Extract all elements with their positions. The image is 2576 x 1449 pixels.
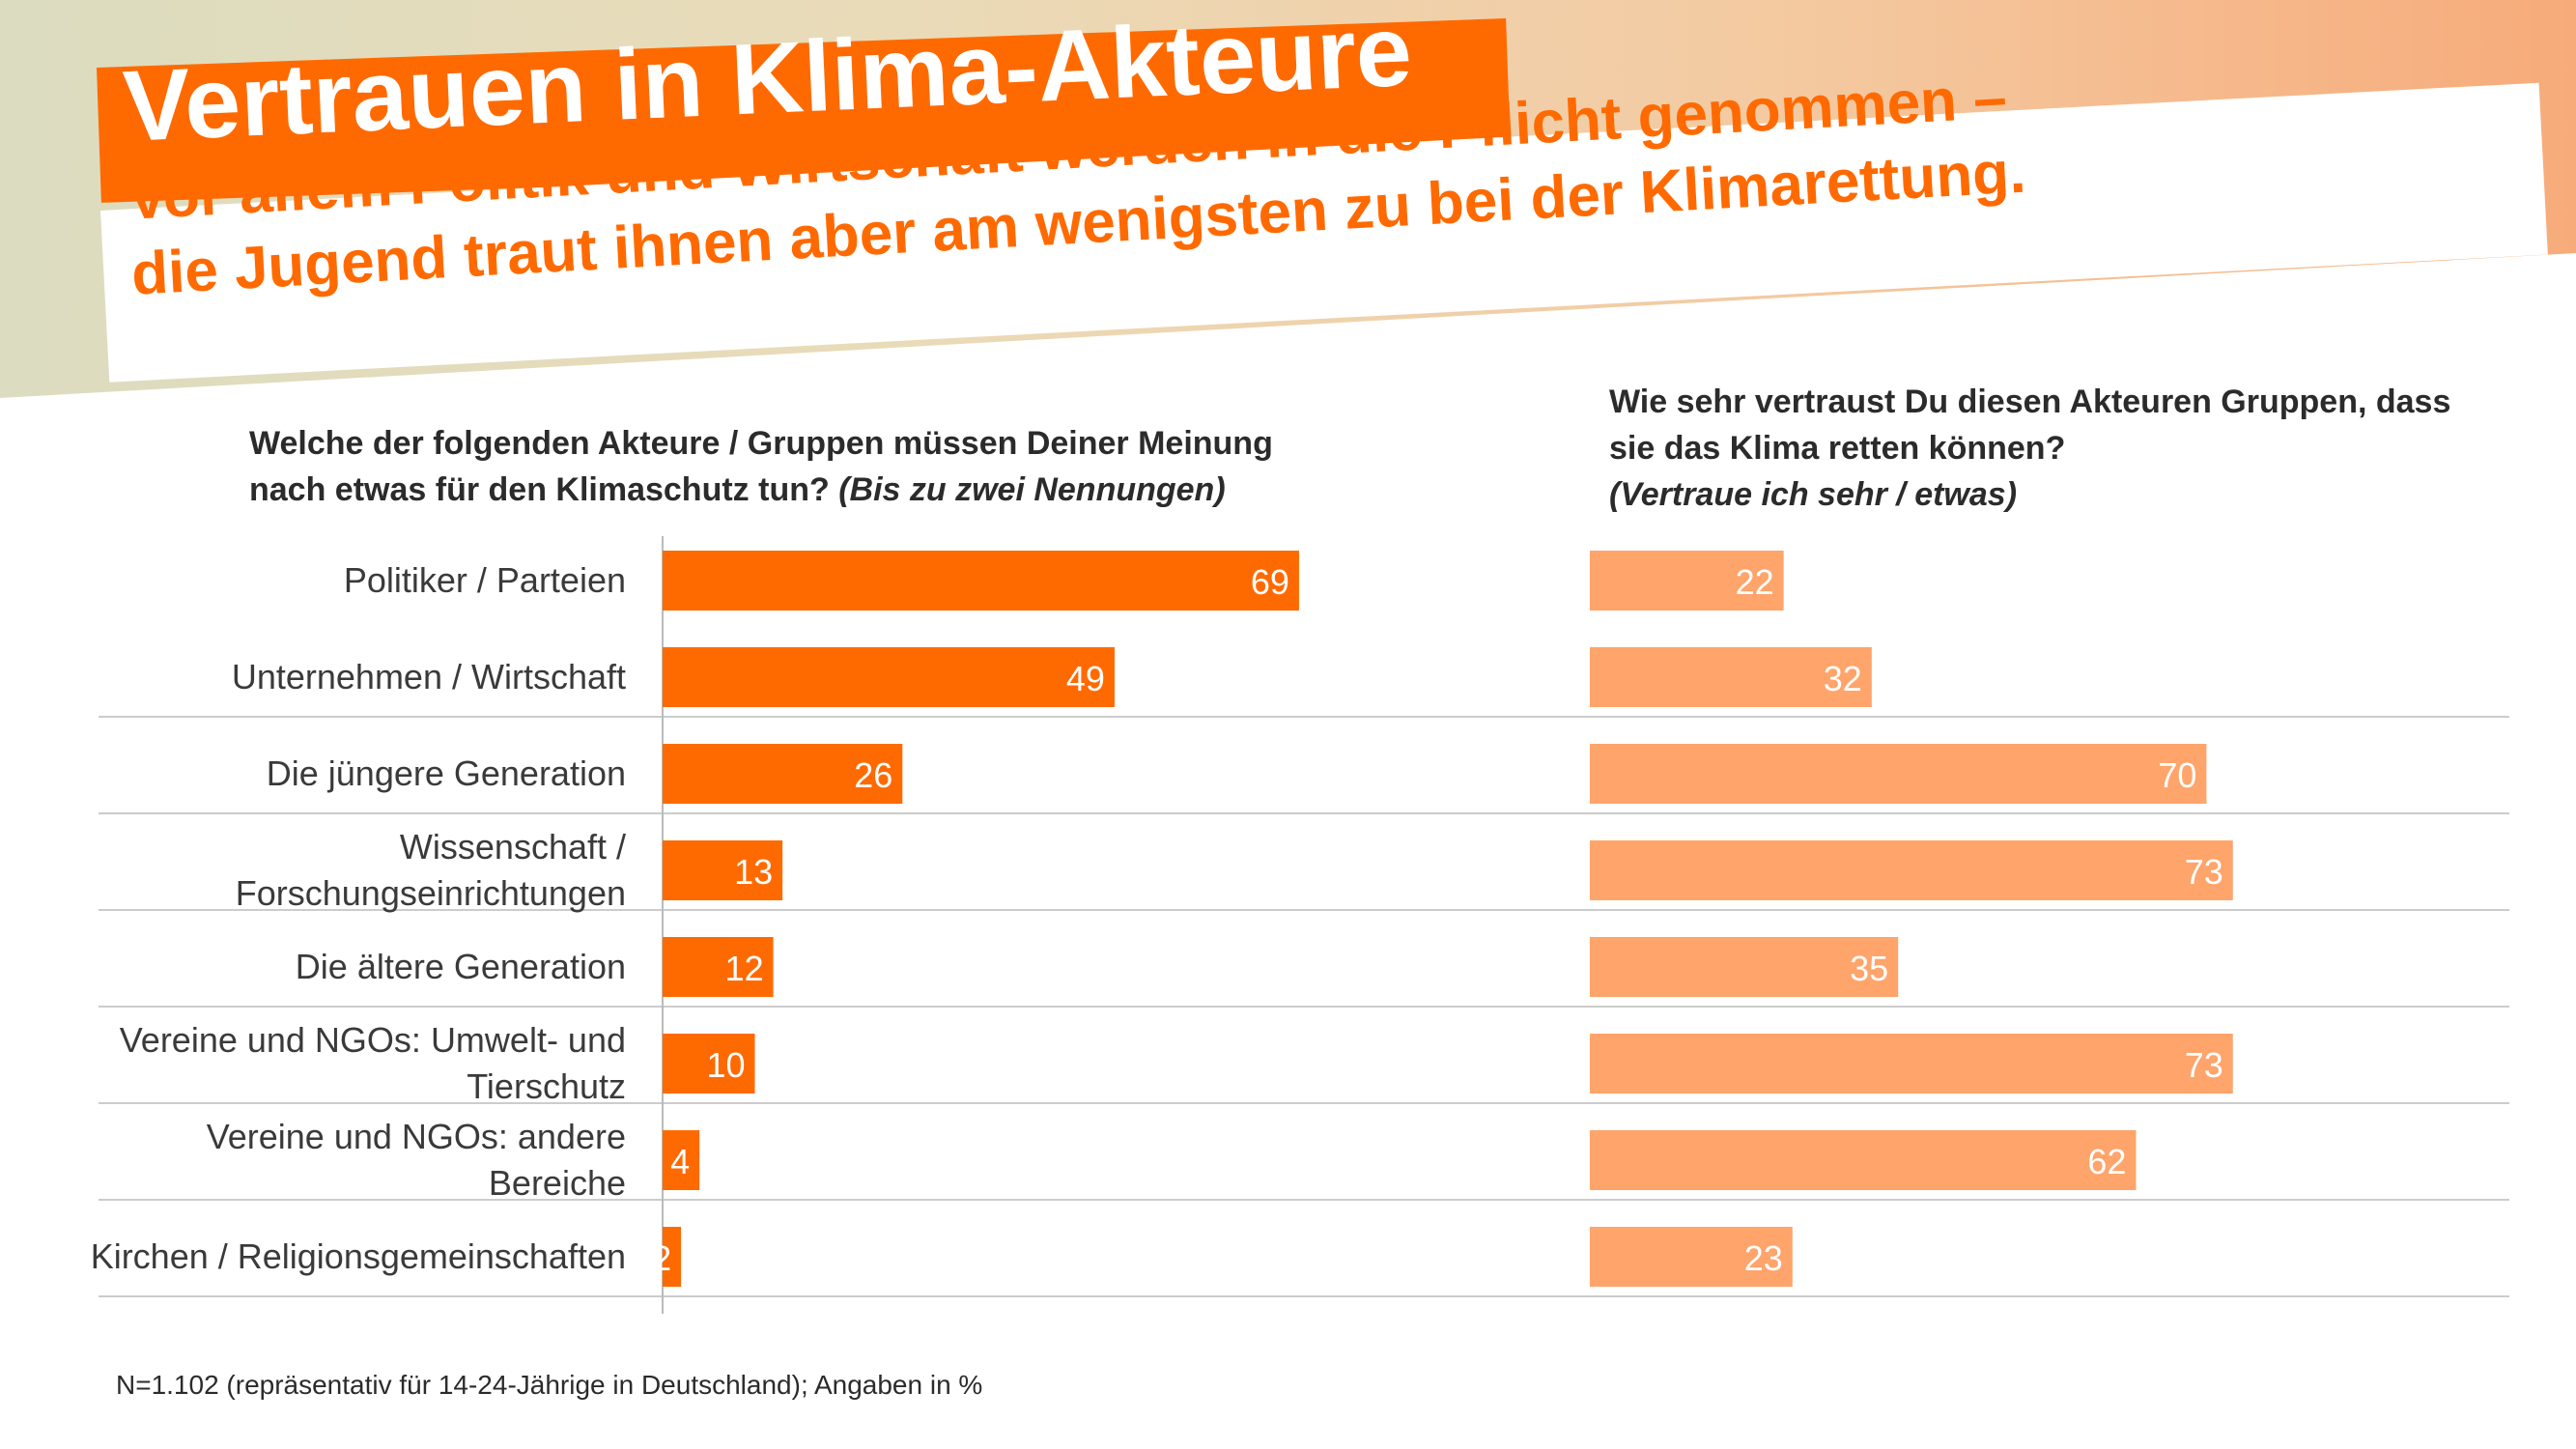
right-bar-value: 73 (2185, 852, 2223, 892)
left-bar-value: 4 (670, 1142, 690, 1181)
right-bar-value: 73 (2185, 1045, 2223, 1085)
right-bar (1590, 551, 1784, 611)
left-bar (663, 647, 1115, 707)
category-label: Die jüngere Generation (267, 753, 626, 793)
left-bar-value: 49 (1066, 659, 1105, 698)
left-bar-value: 26 (854, 755, 892, 795)
left-bar-value: 10 (706, 1045, 745, 1085)
left-question-note: (Bis zu zwei Nennungen) (838, 471, 1226, 508)
right-bar-value: 22 (1736, 562, 1774, 602)
right-bar (1590, 647, 1872, 707)
category-label: Unternehmen / Wirtschaft (232, 657, 626, 696)
right-chart-question: Wie sehr vertraust Du diesen Akteuren Gr… (1609, 379, 2478, 518)
category-label: Tierschutz (467, 1066, 626, 1106)
left-bar (663, 1034, 755, 1094)
category-label: Bereiche (489, 1163, 626, 1203)
right-bar (1590, 1227, 1793, 1287)
right-bar (1590, 744, 2207, 804)
right-bar-value: 62 (2087, 1142, 2126, 1181)
left-bar (663, 551, 1299, 611)
right-bar-value: 23 (1744, 1238, 1783, 1278)
left-bar-value: 69 (1251, 562, 1289, 602)
right-question-note: (Vertraue ich sehr / etwas) (1609, 476, 2018, 513)
right-bar-value: 32 (1824, 659, 1862, 698)
left-chart-question: Welche der folgenden Akteure / Gruppen m… (249, 420, 1350, 513)
category-label: Vereine und NGOs: Umwelt- und (120, 1020, 626, 1060)
left-bar (663, 937, 774, 997)
left-bar-value: 13 (734, 852, 773, 892)
category-label: Politiker / Parteien (344, 560, 626, 600)
left-bar (663, 840, 783, 900)
category-label: Kirchen / Religionsgemeinschaften (91, 1236, 626, 1276)
left-bar-value: 2 (652, 1238, 671, 1278)
right-question-text: Wie sehr vertraust Du diesen Akteuren Gr… (1609, 384, 2451, 467)
left-bar (663, 1227, 682, 1287)
right-bar (1590, 937, 1899, 997)
right-bar-value: 35 (1850, 949, 1888, 988)
right-bar (1590, 1130, 2137, 1190)
left-bar (663, 1130, 700, 1190)
left-bar (663, 744, 903, 804)
right-bar (1590, 1034, 2233, 1094)
left-bar-value: 12 (725, 949, 764, 988)
category-label: Die ältere Generation (296, 947, 626, 986)
category-label: Vereine und NGOs: andere (207, 1117, 626, 1156)
category-label: Wissenschaft / (400, 827, 626, 867)
right-bar (1590, 840, 2233, 900)
category-label: Forschungseinrichtungen (236, 873, 626, 913)
left-question-text: Welche der folgenden Akteure / Gruppen m… (249, 425, 1273, 508)
right-bar-value: 70 (2158, 755, 2196, 795)
footnote: N=1.102 (repräsentativ für 14-24-Jährige… (116, 1370, 983, 1400)
